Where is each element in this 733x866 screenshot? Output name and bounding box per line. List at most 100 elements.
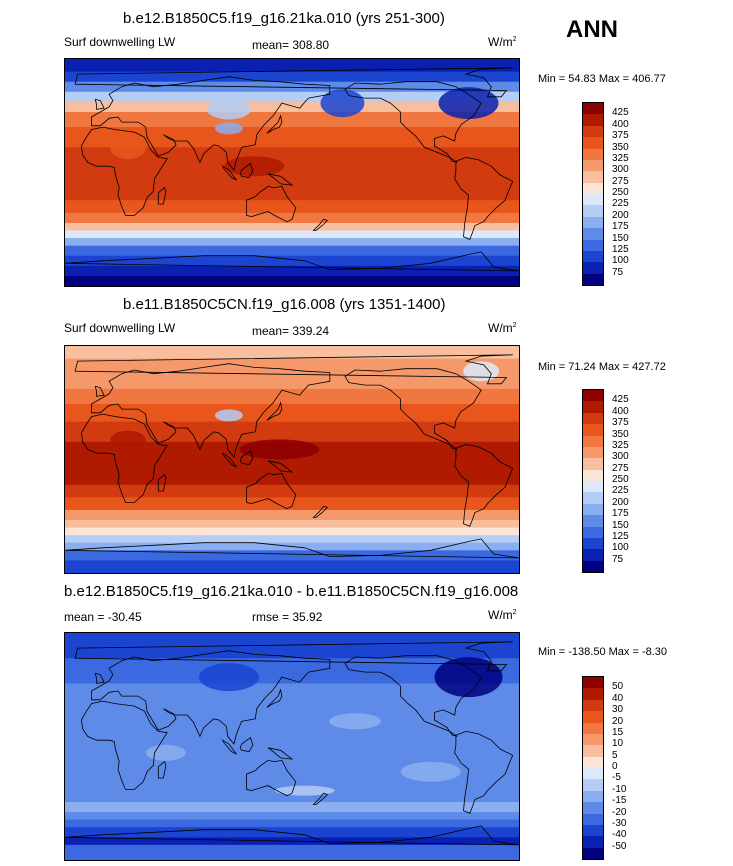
- panel-3-map: [64, 632, 520, 861]
- colorbar-swatch: [583, 182, 603, 194]
- colorbar-swatch: [583, 103, 603, 115]
- colorbar-swatch: [583, 790, 603, 803]
- coastline: [80, 126, 168, 216]
- colorbar-tick-label: 275: [612, 462, 629, 474]
- panel-1-variable-label: Surf downwelling LW: [64, 35, 176, 49]
- colorbar-tick-label: -5: [612, 772, 621, 784]
- map-field-band: [65, 404, 519, 423]
- colorbar-swatch: [583, 137, 603, 149]
- map-field-band: [65, 71, 519, 83]
- colorbar-swatch: [583, 390, 603, 402]
- colorbar-tick-label: -50: [612, 840, 627, 852]
- map-field-anomaly: [198, 663, 259, 692]
- map-field-band: [65, 255, 519, 267]
- colorbar-tick-label: 0: [612, 761, 618, 772]
- coastline: [157, 760, 167, 779]
- coastline: [80, 700, 168, 790]
- colorbar-swatch: [583, 688, 603, 700]
- coastline: [312, 218, 329, 231]
- colorbar-swatch: [583, 733, 603, 746]
- panel-1-colorbar: [582, 102, 604, 286]
- coastline: [91, 650, 331, 745]
- colorbar-tick-label: 5: [612, 749, 618, 761]
- map-field-band: [65, 497, 519, 511]
- colorbar-tick-label: 250: [612, 474, 629, 485]
- coastline: [239, 737, 254, 752]
- map-field-anomaly: [145, 744, 186, 761]
- colorbar-tick-label: 325: [612, 439, 629, 451]
- panel-2-map: [64, 345, 520, 574]
- colorbar-tick-label: 425: [612, 107, 629, 119]
- coastline: [91, 363, 331, 458]
- map-field-band: [65, 346, 519, 360]
- colorbar-swatch: [583, 125, 603, 138]
- colorbar-tick-label: 225: [612, 198, 629, 210]
- colorbar-tick-label: 275: [612, 175, 629, 187]
- map-field-band: [65, 222, 519, 232]
- colorbar-tick-label: 175: [612, 508, 629, 520]
- panel-2-colorbar: [582, 389, 604, 573]
- map-field-anomaly: [110, 135, 147, 160]
- colorbar-swatch: [583, 756, 603, 768]
- map-field-band: [65, 560, 519, 573]
- map-field-anomaly: [239, 439, 320, 460]
- colorbar-swatch: [583, 435, 603, 447]
- coastline: [246, 759, 297, 797]
- colorbar-swatch: [583, 515, 603, 527]
- colorbar-tick-label: 125: [612, 530, 629, 542]
- map-field-band: [65, 812, 519, 821]
- colorbar-swatch: [583, 745, 603, 757]
- panel-1-title: b.e12.B1850C5.f19_g16.21ka.010 (yrs 251-…: [123, 10, 445, 27]
- map-field-band: [65, 837, 519, 846]
- map-field-band: [65, 550, 519, 562]
- colorbar-tick-label: 250: [612, 187, 629, 198]
- map-field-band: [65, 388, 519, 406]
- colorbar-swatch: [583, 446, 603, 459]
- coastline: [454, 156, 514, 240]
- coastline: [157, 186, 167, 205]
- colorbar-swatch: [583, 424, 603, 436]
- map-field-band: [65, 633, 519, 660]
- colorbar-tick-label: 40: [612, 692, 624, 704]
- colorbar-tick-label: 375: [612, 417, 629, 429]
- coastline: [65, 251, 519, 272]
- colorbar-tick-label: 100: [612, 255, 629, 267]
- coastline: [312, 505, 329, 518]
- map-field-band: [65, 238, 519, 247]
- colorbar-swatch: [583, 262, 603, 274]
- colorbar-tick-label: 300: [612, 164, 629, 176]
- map-field-band: [65, 59, 519, 73]
- coastline: [94, 98, 105, 110]
- map-field-band: [65, 801, 519, 814]
- map-field-anomaly: [400, 761, 461, 782]
- colorbar-swatch: [583, 526, 603, 538]
- panel-3-minmax: Min = -138.50 Max = -8.30: [538, 646, 668, 658]
- colorbar-swatch: [583, 273, 603, 285]
- map-field-anomaly: [214, 409, 243, 422]
- colorbar-tick-label: 150: [612, 232, 629, 244]
- colorbar-tick-label: 20: [612, 715, 624, 727]
- colorbar-swatch: [583, 250, 603, 263]
- colorbar-swatch: [583, 560, 603, 572]
- colorbar-tick-label: 75: [612, 266, 624, 278]
- coastline: [80, 413, 168, 503]
- colorbar-swatch: [583, 503, 603, 516]
- colorbar-swatch: [583, 159, 603, 172]
- panel-1-map: [64, 58, 520, 287]
- panel-3-title: b.e12.B1850C5.f19_g16.21ka.010 - b.e11.B…: [64, 583, 519, 600]
- panel-2-variable-label: Surf downwelling LW: [64, 321, 176, 335]
- colorbar-swatch: [583, 216, 603, 229]
- map-field-band: [65, 111, 519, 129]
- colorbar-swatch: [583, 802, 603, 814]
- map-field-band: [65, 527, 519, 537]
- colorbar-swatch: [583, 228, 603, 240]
- map-field-band: [65, 819, 519, 829]
- map-field-band: [65, 421, 519, 443]
- colorbar-swatch: [583, 768, 603, 780]
- map-field-band: [65, 127, 519, 149]
- map-field-band: [65, 484, 519, 499]
- panel-1-units: W/m2: [488, 35, 517, 49]
- map-field-anomaly: [434, 657, 503, 698]
- colorbar-swatch: [583, 813, 603, 825]
- colorbar-tick-label: 10: [612, 738, 624, 750]
